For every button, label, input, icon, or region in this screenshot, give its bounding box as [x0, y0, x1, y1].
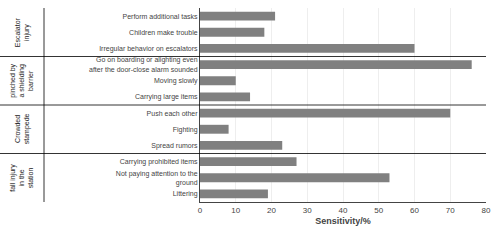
- svg-text:80: 80: [482, 206, 491, 215]
- svg-text:Crowdedstampede: Crowdedstampede: [14, 113, 31, 144]
- svg-text:Go on boarding or alighting ev: Go on boarding or alighting evenafter th…: [89, 56, 198, 72]
- svg-text:Sensitivity/%: Sensitivity/%: [315, 216, 371, 226]
- svg-text:Irregular behavior on escalato: Irregular behavior on escalators: [99, 45, 198, 53]
- svg-text:Moving slowly: Moving slowly: [154, 77, 198, 85]
- svg-text:Children make trouble: Children make trouble: [129, 29, 198, 36]
- svg-text:50: 50: [374, 206, 383, 215]
- svg-text:Escalatorinjury: Escalatorinjury: [14, 17, 31, 47]
- svg-text:pinched bya shieldingbarrier: pinched bya shieldingbarrier: [9, 63, 34, 97]
- svg-text:Spread rumors: Spread rumors: [151, 142, 198, 150]
- svg-text:fall injuryin thestation: fall injuryin thestation: [9, 164, 34, 192]
- svg-text:30: 30: [303, 206, 312, 215]
- svg-text:Fighting: Fighting: [173, 126, 198, 134]
- svg-text:Push each other: Push each other: [147, 110, 199, 117]
- svg-text:Carrying prohibited items: Carrying prohibited items: [120, 158, 198, 166]
- svg-text:0: 0: [198, 206, 203, 215]
- svg-text:20: 20: [267, 206, 276, 215]
- svg-text:Perform additional tasks: Perform additional tasks: [123, 13, 199, 20]
- svg-text:60: 60: [410, 206, 419, 215]
- svg-text:40: 40: [339, 206, 348, 215]
- svg-text:Not paying attention to thegro: Not paying attention to theground: [116, 170, 198, 187]
- svg-text:70: 70: [446, 206, 455, 215]
- svg-text:Littering: Littering: [173, 190, 198, 198]
- svg-text:10: 10: [231, 206, 240, 215]
- svg-text:Carrying large items: Carrying large items: [135, 93, 198, 101]
